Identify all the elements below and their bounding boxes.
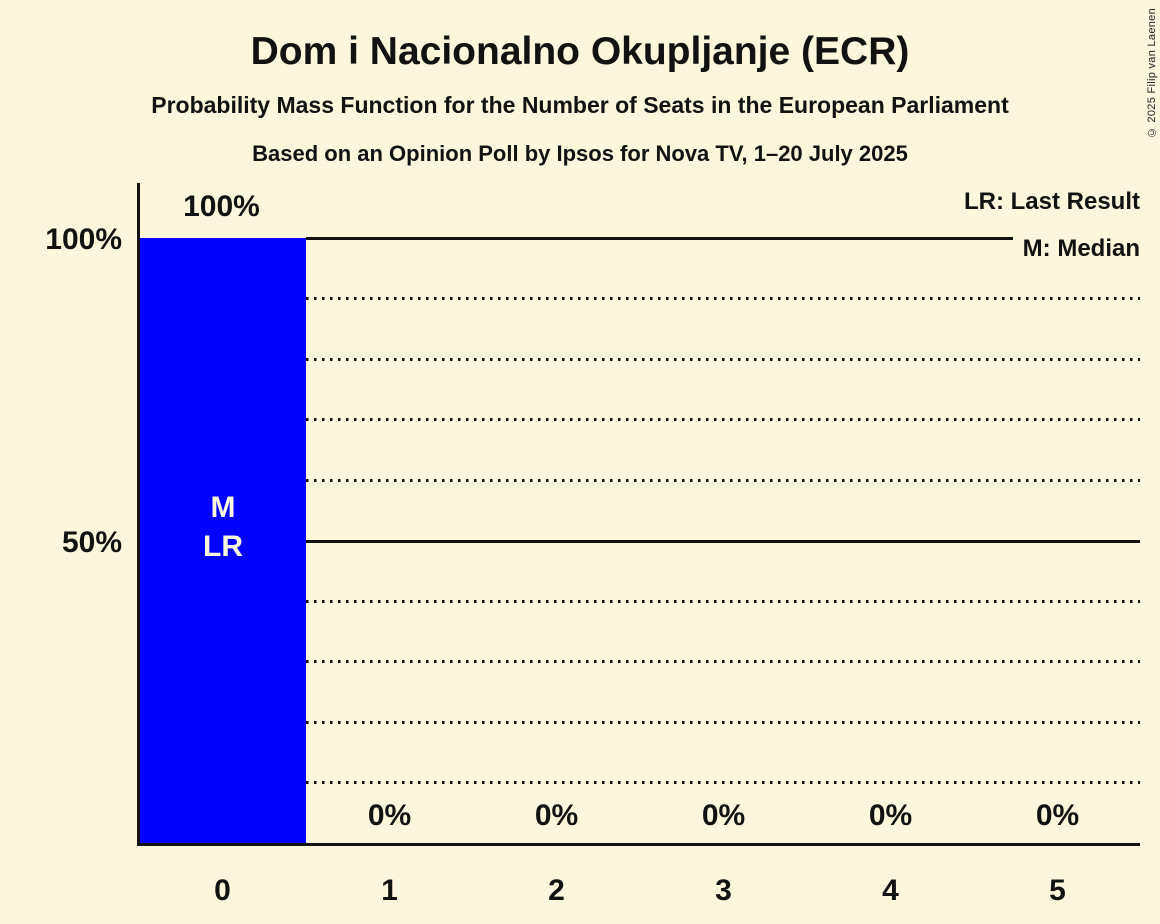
legend-median: M: Median	[1012, 234, 1140, 264]
chart-title: Dom i Nacionalno Okupljanje (ECR)	[250, 30, 910, 73]
copyright-notice: © 2025 Filip van Laenen	[1146, 8, 1158, 139]
gridline-20	[306, 721, 1140, 724]
x-tick-0: 0	[214, 874, 231, 907]
gridline-30	[306, 660, 1140, 663]
gridline-60	[306, 479, 1140, 482]
chart-subtitle: Probability Mass Function for the Number…	[151, 92, 1009, 118]
bar-annotation-median-lr: M LR	[140, 488, 306, 566]
x-axis-line	[137, 843, 1140, 846]
x-tick-1: 1	[381, 874, 398, 907]
bar-seats-0: M LR	[140, 238, 306, 843]
value-label-seats-3: 0%	[701, 799, 746, 832]
last-result-marker: LR	[203, 530, 243, 563]
gridline-10	[306, 781, 1140, 784]
value-label-seats-5: 0%	[1035, 799, 1080, 832]
x-tick-2: 2	[548, 874, 565, 907]
value-label-seats-4: 0%	[868, 799, 913, 832]
x-tick-3: 3	[715, 874, 732, 907]
x-tick-4: 4	[882, 874, 899, 907]
gridline-100	[306, 237, 1140, 240]
gridline-90	[306, 297, 1140, 300]
gridline-50	[306, 540, 1140, 543]
y-axis-tick-100: 100%	[45, 223, 122, 256]
y-axis-tick-50: 50%	[61, 526, 122, 559]
value-label-seats-2: 0%	[534, 799, 579, 832]
median-marker: M	[210, 491, 236, 524]
gridline-80	[306, 358, 1140, 361]
chart-caption: Based on an Opinion Poll by Ipsos for No…	[252, 141, 908, 166]
gridline-70	[306, 418, 1140, 421]
value-label-seats-0: 100%	[183, 190, 260, 223]
value-label-seats-1: 0%	[367, 799, 412, 832]
y-axis-line	[137, 183, 140, 846]
legend-last-result: LR: Last Result	[963, 188, 1140, 215]
gridline-40	[306, 600, 1140, 603]
x-tick-5: 5	[1049, 874, 1066, 907]
